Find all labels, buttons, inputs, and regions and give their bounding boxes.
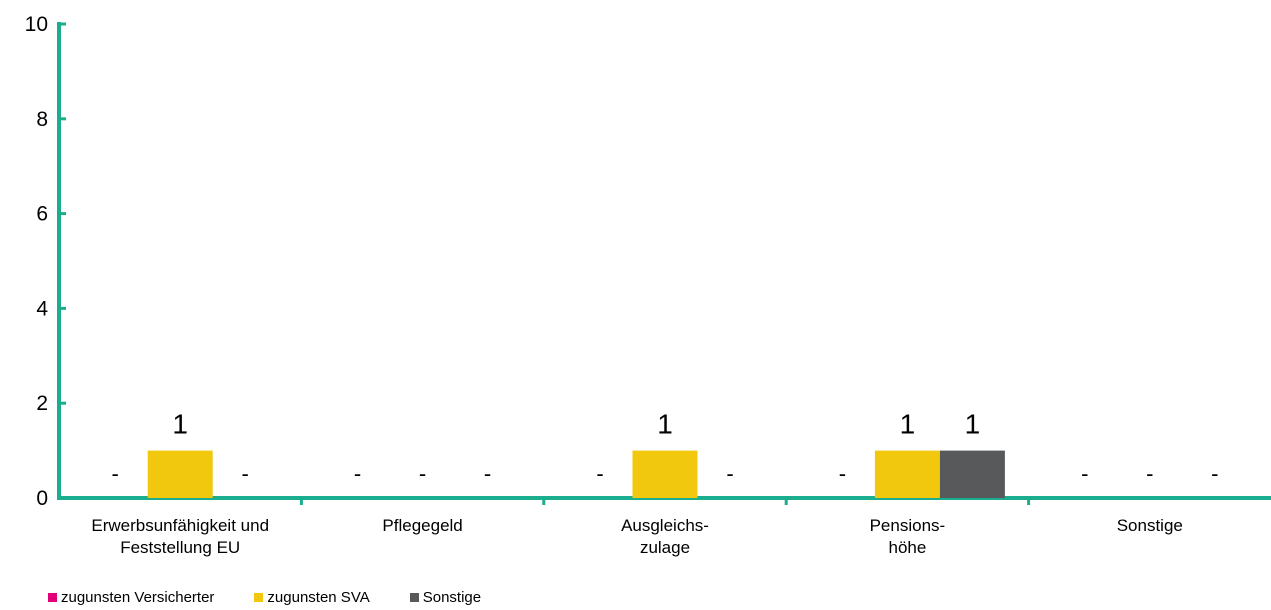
data-label: - (596, 461, 603, 486)
x-tick-label: zulage (640, 538, 690, 557)
x-tick-label: Erwerbsunfähigkeit und (91, 516, 269, 535)
legend-swatch (48, 593, 57, 602)
bar (632, 450, 698, 498)
legend-item-sonstige: Sonstige (409, 589, 482, 606)
bar (939, 450, 1005, 498)
bar (874, 450, 940, 498)
data-label: - (354, 461, 361, 486)
data-label: - (1081, 461, 1088, 486)
y-tick-label: 0 (36, 487, 48, 510)
y-tick-label: 8 (36, 108, 48, 131)
data-label: - (726, 461, 733, 486)
legend-item-versicherter: zugunsten Versicherter (48, 589, 214, 606)
data-label: 1 (657, 409, 673, 440)
data-label: - (419, 461, 426, 486)
legend-label: zugunsten Versicherter (61, 589, 215, 606)
legend-item-sva: zugunsten SVA (254, 589, 370, 606)
data-label: 1 (172, 409, 188, 440)
x-tick-label: Sonstige (1117, 516, 1183, 535)
x-tick-label: höhe (888, 538, 926, 557)
bars (147, 450, 1005, 498)
data-label: 1 (965, 409, 981, 440)
data-label: - (1211, 461, 1218, 486)
x-tick-label: Ausgleichs- (621, 516, 709, 535)
legend-swatch (409, 593, 419, 602)
legend-label: zugunsten SVA (267, 589, 370, 606)
data-label: 1 (900, 409, 916, 440)
y-tick-label: 10 (25, 13, 48, 36)
x-tick-label: Pflegegeld (382, 516, 462, 535)
data-label: - (1146, 461, 1153, 486)
legend: zugunsten Versicherter zugunsten SVA Son… (48, 589, 481, 606)
legend-swatch (254, 593, 264, 602)
data-label: - (242, 461, 249, 486)
axes: 0 2 4 6 8 10 Erwerbsunfähigkeit und Feststellun… (25, 13, 1271, 557)
x-tick-label: Pensions- (870, 516, 946, 535)
y-tick-label: 2 (36, 392, 48, 415)
x-tick-label: Feststellung EU (120, 538, 240, 557)
bar (147, 450, 213, 498)
data-label: - (484, 461, 491, 486)
data-label: - (839, 461, 846, 486)
y-tick-label: 6 (36, 203, 48, 226)
legend-label: Sonstige (422, 589, 482, 606)
data-label: - (112, 461, 119, 486)
y-tick-label: 4 (36, 297, 48, 320)
data-labels: - - - - - 1 - 1 1 - - - - 1 - (112, 409, 1219, 486)
